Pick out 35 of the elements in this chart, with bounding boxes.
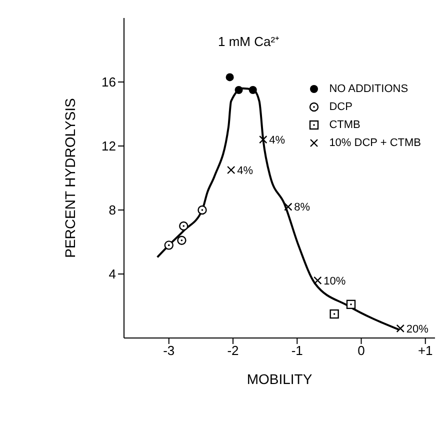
y-tick-label: 16 — [102, 74, 116, 90]
x-tick-label: 0 — [358, 343, 365, 358]
annotation: 8% — [294, 202, 310, 214]
point — [330, 309, 339, 319]
text: 1 mM Ca²⁺ — [218, 33, 280, 50]
point — [346, 300, 356, 309]
y-tick-label: 8 — [108, 202, 116, 218]
point — [177, 236, 186, 245]
annotation: 4% — [237, 164, 254, 177]
point — [314, 276, 322, 284]
annotation: 4% — [269, 134, 286, 147]
point — [179, 221, 188, 231]
point — [234, 86, 243, 94]
point — [164, 240, 174, 250]
point — [396, 324, 404, 332]
legend-label: 10% DCP + CTMB — [329, 137, 421, 149]
point — [248, 86, 257, 94]
point — [259, 136, 268, 144]
point — [226, 73, 234, 82]
annotation: 20% — [406, 323, 429, 336]
x-tick-label: -1 — [291, 343, 303, 358]
point — [226, 166, 236, 174]
x-tick-label: -3 — [163, 343, 175, 358]
annotation: 10% — [324, 275, 346, 288]
x-tick-label: +1 — [418, 343, 433, 358]
y-tick-label: 12 — [102, 138, 116, 154]
legend-label: NO ADDITIONS — [329, 83, 408, 95]
y-axis-title: PERCENT HYDROLYSIS — [62, 98, 78, 258]
legend-label: DCP — [329, 101, 352, 113]
x-tick-label: -2 — [227, 343, 239, 358]
point — [284, 202, 292, 211]
legend-label: CTMB — [329, 119, 360, 131]
x-axis-title: MOBILITY — [246, 371, 313, 387]
y-tick-label: 4 — [108, 266, 116, 282]
point — [198, 205, 207, 215]
